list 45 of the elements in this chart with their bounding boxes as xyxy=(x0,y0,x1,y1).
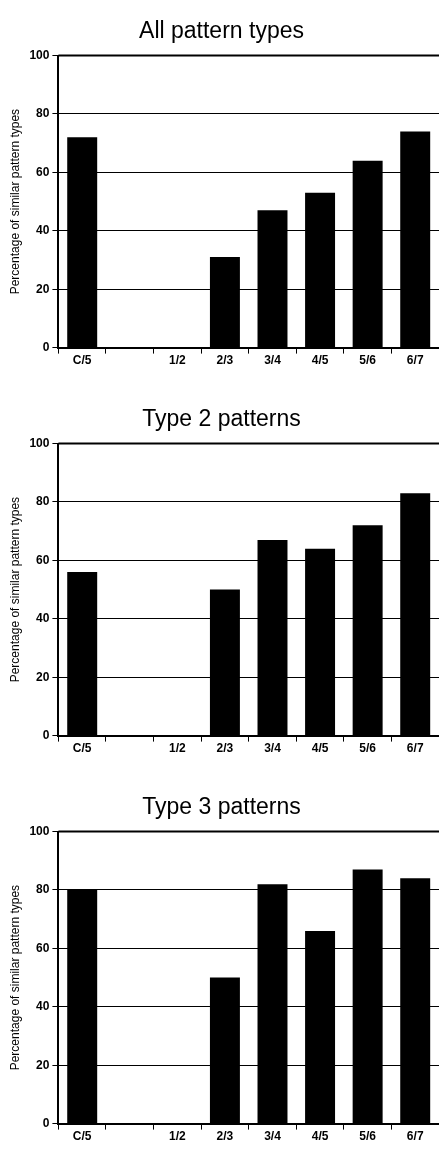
y-tick-label: 40 xyxy=(36,999,50,1014)
y-tick-label: 100 xyxy=(29,823,50,838)
x-tick-label: 5/6 xyxy=(359,741,377,756)
x-tick-label: C/5 xyxy=(72,353,92,368)
x-tick-label: 5/6 xyxy=(359,1129,377,1144)
x-tick-label: 2/3 xyxy=(216,741,234,756)
y-tick-label: 20 xyxy=(36,1057,50,1072)
x-tick-label: 3/4 xyxy=(264,1129,282,1144)
x-tick-label: 1/2 xyxy=(169,353,187,368)
y-axis-title: Percentage of similar pattern types xyxy=(7,496,22,683)
x-tick-label: 6/7 xyxy=(406,1129,424,1144)
y-tick-label: 60 xyxy=(36,940,50,955)
x-tick-label: C/5 xyxy=(72,741,92,756)
x-tick-label: 2/3 xyxy=(216,1129,234,1144)
y-axis-title: Percentage of similar pattern types xyxy=(7,108,22,295)
y-tick-label: 60 xyxy=(36,552,50,567)
y-tick-label: 100 xyxy=(29,435,50,450)
y-tick-label: 80 xyxy=(36,494,50,509)
x-tick-label: 6/7 xyxy=(406,741,424,756)
x-tick-label: 4/5 xyxy=(311,353,329,368)
x-tick-label: C/5 xyxy=(72,1129,92,1144)
y-tick-label: 20 xyxy=(36,281,50,296)
chart-title: All pattern types xyxy=(139,17,304,44)
x-tick-label: 5/6 xyxy=(359,353,377,368)
y-axis-title: Percentage of similar pattern types xyxy=(7,884,22,1071)
x-tick-label: 4/5 xyxy=(311,1129,329,1144)
x-tick-label: 6/7 xyxy=(406,353,424,368)
y-tick-label: 60 xyxy=(36,164,50,179)
x-tick-label: 3/4 xyxy=(264,741,282,756)
x-tick-label: 1/2 xyxy=(169,1129,187,1144)
y-tick-label: 20 xyxy=(36,669,50,684)
x-tick-label: 2/3 xyxy=(216,353,234,368)
y-tick-label: 0 xyxy=(42,339,50,354)
x-tick-label: 1/2 xyxy=(169,741,187,756)
chart-title: Type 2 patterns xyxy=(142,405,301,432)
y-tick-label: 0 xyxy=(42,727,50,742)
x-tick-label: 3/4 xyxy=(264,353,282,368)
chart-title: Type 3 patterns xyxy=(142,793,301,820)
y-tick-label: 80 xyxy=(36,106,50,121)
y-tick-label: 80 xyxy=(36,882,50,897)
x-tick-label: 4/5 xyxy=(311,741,329,756)
y-tick-label: 100 xyxy=(29,47,50,62)
y-tick-label: 0 xyxy=(42,1115,50,1130)
y-tick-label: 40 xyxy=(36,223,50,238)
y-tick-label: 40 xyxy=(36,611,50,626)
